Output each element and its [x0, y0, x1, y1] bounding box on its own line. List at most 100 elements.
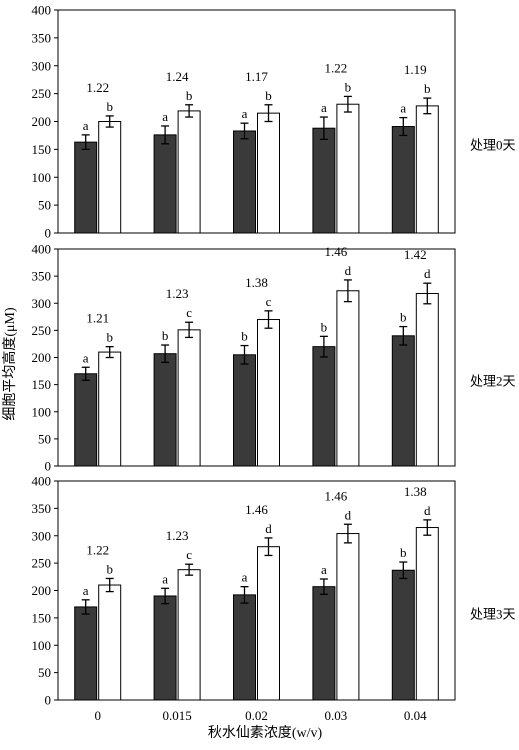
y-tick-label: 250 [32, 323, 52, 338]
significance-letter: c [186, 547, 192, 562]
significance-letter: b [241, 329, 248, 344]
bar [257, 112, 280, 234]
x-tick-label: 0.02 [245, 708, 268, 723]
bar [312, 346, 336, 467]
y-tick-label: 100 [32, 638, 52, 653]
chart-panel: 0 50 100 150 200 250 300 350 400 a b 1.22 a b 1.24 a b 1.… [32, 3, 516, 241]
significance-letter: b [424, 81, 431, 96]
bar [336, 533, 360, 701]
bar [177, 110, 201, 234]
bar [74, 606, 98, 701]
significance-letter: c [186, 305, 192, 320]
bar [177, 329, 201, 467]
y-tick-label: 0 [45, 226, 52, 241]
panel-label: 处理2天 [470, 374, 516, 389]
significance-letter: b [162, 328, 169, 343]
ratio-label: 1.22 [86, 542, 109, 557]
significance-letter: d [424, 503, 431, 518]
ratio-label: 1.22 [325, 60, 348, 75]
ratio-label: 1.19 [404, 62, 427, 77]
significance-letter: a [242, 106, 248, 121]
y-tick-label: 300 [32, 58, 52, 73]
bar [98, 584, 122, 701]
ratio-label: 1.38 [245, 275, 268, 290]
significance-letter: a [162, 109, 168, 124]
significance-letter: b [106, 99, 113, 114]
significance-letter: b [106, 330, 113, 345]
significance-letter: a [321, 562, 327, 577]
y-tick-label: 150 [32, 377, 52, 392]
x-tick-label: 0 [94, 708, 101, 723]
bar [415, 292, 439, 467]
significance-letter: b [400, 545, 407, 560]
y-tick-label: 200 [32, 583, 52, 598]
ratio-label: 1.24 [166, 69, 189, 84]
significance-letter: d [345, 507, 352, 522]
bar [233, 354, 256, 467]
y-tick-label: 250 [32, 556, 52, 571]
significance-letter: a [83, 583, 89, 598]
bar [391, 126, 415, 234]
chart-panel: 0 50 100 150 200 250 300 350 400 a b 1.21 b c 1.23 b c 1.… [32, 242, 516, 474]
ratio-label: 1.38 [404, 484, 427, 499]
significance-letter: a [242, 570, 248, 585]
bar [257, 319, 280, 467]
significance-letter: a [83, 118, 89, 133]
y-tick-label: 250 [32, 86, 52, 101]
bar [391, 335, 415, 467]
y-tick-label: 400 [32, 242, 52, 257]
significance-letter: b [106, 561, 113, 576]
ratio-label: 1.42 [404, 247, 427, 262]
ratio-label: 1.17 [245, 69, 268, 84]
x-tick-label: 0.03 [325, 708, 348, 723]
y-tick-label: 350 [32, 501, 52, 516]
ratio-label: 1.46 [245, 502, 268, 517]
y-tick-label: 50 [38, 665, 51, 680]
y-axis-label: 细胞平均高度(μM) [1, 307, 18, 421]
y-tick-label: 100 [32, 404, 52, 419]
x-tick-label: 0.04 [404, 708, 427, 723]
bar [98, 121, 122, 234]
y-tick-label: 50 [38, 431, 51, 446]
bar [177, 569, 201, 701]
x-tick-label: 0.015 [162, 708, 191, 723]
significance-letter: b [265, 88, 272, 103]
y-tick-label: 150 [32, 142, 52, 157]
ratio-label: 1.21 [86, 311, 109, 326]
significance-letter: d [424, 266, 431, 281]
bar [415, 105, 439, 234]
bar [257, 546, 280, 701]
y-tick-label: 350 [32, 269, 52, 284]
ratio-label: 1.23 [166, 286, 189, 301]
y-tick-label: 400 [32, 474, 52, 489]
ratio-label: 1.46 [325, 488, 348, 503]
significance-letter: a [162, 571, 168, 586]
bar [74, 373, 98, 467]
bar [336, 103, 360, 234]
y-tick-label: 50 [38, 198, 51, 213]
significance-letter: b [186, 88, 193, 103]
ratio-label: 1.46 [325, 244, 348, 259]
bar [233, 130, 256, 234]
bar [233, 594, 256, 701]
significance-letter: c [266, 294, 272, 309]
bar [391, 569, 415, 701]
bar [153, 134, 177, 234]
significance-letter: b [321, 319, 328, 334]
y-tick-label: 100 [32, 170, 52, 185]
significance-letter: a [400, 101, 406, 116]
bar [312, 127, 336, 234]
bar [153, 595, 177, 701]
bar [336, 290, 360, 467]
y-tick-label: 400 [32, 3, 52, 18]
y-tick-label: 300 [32, 296, 52, 311]
ratio-label: 1.23 [166, 528, 189, 543]
y-tick-label: 0 [45, 459, 52, 474]
y-tick-label: 200 [32, 350, 52, 365]
significance-letter: b [345, 79, 352, 94]
significance-letter: a [83, 350, 89, 365]
significance-letter: b [400, 310, 407, 325]
x-axis-label: 秋水仙素浓度(w/v) [208, 725, 323, 741]
